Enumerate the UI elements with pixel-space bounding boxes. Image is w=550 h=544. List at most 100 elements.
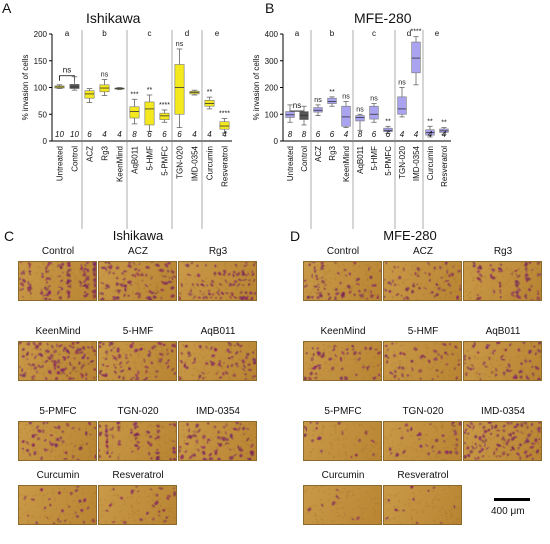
- category-label: Untreated: [286, 146, 295, 181]
- significance-label: ns: [314, 97, 322, 104]
- micrograph-label: 5-HMF: [407, 326, 439, 337]
- scale-bar-label: 400 μm: [491, 506, 525, 517]
- category-label: Rg3: [328, 145, 337, 160]
- box: [174, 64, 185, 115]
- box: [84, 90, 95, 99]
- panel-c-title: Ishikawa: [112, 228, 164, 243]
- category-label: ACZ: [314, 146, 323, 162]
- box: [327, 97, 337, 104]
- box: [219, 121, 230, 130]
- n-label: 6: [330, 130, 335, 139]
- micrograph-label: ACZ: [128, 246, 148, 257]
- micrograph-label: IMD-0354: [481, 406, 525, 417]
- significance-label: **: [147, 87, 153, 94]
- y-tick-label: 200: [34, 30, 48, 39]
- y-axis-label: % invasion of cells: [21, 55, 30, 121]
- y-tick-label: 100: [34, 84, 48, 93]
- micrograph-image: [383, 341, 462, 381]
- micrograph-label: Curcumin: [36, 470, 80, 481]
- micrograph-image: [303, 261, 382, 301]
- micrograph-image: [18, 261, 97, 301]
- micrograph-image: [463, 261, 542, 301]
- category-label: KeenMind: [116, 146, 125, 182]
- group-letter: d: [185, 29, 189, 38]
- box: [397, 96, 407, 115]
- n-label: 4: [222, 130, 227, 139]
- significance-label: ns: [370, 96, 378, 103]
- n-label: 6: [386, 130, 391, 139]
- group-letter: a: [65, 29, 70, 38]
- category-label: KeenMind: [342, 146, 351, 182]
- micrograph-label: KeenMind: [35, 326, 81, 337]
- group-letter: e: [215, 29, 220, 38]
- bracket-label: ns: [63, 66, 71, 75]
- panel-letter-c: C: [4, 228, 15, 244]
- n-label: 6: [372, 130, 377, 139]
- micrograph-label: IMD-0354: [196, 406, 240, 417]
- significance-label: **: [427, 118, 433, 125]
- box: [369, 105, 379, 120]
- panel-b-title: MFE-280: [354, 10, 412, 26]
- micrograph-image: [98, 485, 177, 525]
- group-letter: d: [407, 29, 411, 38]
- n-label: 4: [344, 130, 349, 139]
- n-label: 4: [207, 130, 212, 139]
- micrograph-image: [178, 341, 257, 381]
- box: [144, 101, 155, 126]
- significance-label: ****: [411, 29, 422, 36]
- box: [383, 127, 393, 132]
- box: [69, 83, 80, 89]
- category-label: IMD-0354: [191, 145, 200, 181]
- group-letter: c: [148, 29, 152, 38]
- micrograph-label: Resveratrol: [397, 470, 449, 481]
- box: [355, 115, 365, 122]
- y-axis-label: % invasion of cells: [252, 55, 261, 121]
- y-tick-label: 400: [265, 30, 279, 39]
- scale-bar: [494, 498, 530, 501]
- y-tick-label: 300: [265, 57, 279, 66]
- group-letter: b: [102, 29, 107, 38]
- micrograph-label: TGN-020: [402, 406, 444, 417]
- n-label: 6: [162, 130, 167, 139]
- category-label: AqB011: [131, 145, 140, 173]
- micrograph-image: [383, 485, 462, 525]
- micrograph-label: Rg3: [208, 246, 228, 257]
- micrograph-label: 5-PMFC: [39, 406, 77, 417]
- significance-label: ****: [159, 102, 170, 109]
- significance-label: **: [385, 118, 391, 125]
- significance-label: ns: [342, 93, 350, 100]
- significance-label: ns: [176, 41, 184, 48]
- micrograph-image: [303, 341, 382, 381]
- y-tick-label: 0: [274, 137, 279, 146]
- micrograph-image: [383, 261, 462, 301]
- chart-ishikawa: 0 50 100 150 200 % invasion of cells a b c d e ns 10…: [21, 29, 232, 229]
- n-label: 6: [177, 130, 182, 139]
- micrograph-label: Control: [326, 246, 360, 257]
- category-label: Curcumin: [206, 146, 215, 180]
- box: [129, 106, 140, 119]
- category-label: Untreated: [56, 146, 65, 181]
- n-label: 10: [55, 130, 64, 139]
- n-label: 4: [414, 130, 419, 139]
- panel-a-title: Ishikawa: [86, 10, 141, 26]
- micrograph-label: KeenMind: [320, 326, 366, 337]
- micrograph-label: Rg3: [493, 246, 513, 257]
- micrograph-label: TGN-020: [117, 406, 159, 417]
- n-label: 4: [192, 130, 197, 139]
- category-label: 5-PMFC: [161, 146, 170, 176]
- n-label: 4: [428, 130, 433, 139]
- category-label: Rg3: [101, 145, 110, 160]
- n-label: 8: [302, 130, 307, 139]
- micrograph-image: [98, 261, 177, 301]
- n-label: 6: [87, 130, 92, 139]
- category-label: Control: [71, 146, 80, 172]
- significance-label: ***: [130, 91, 138, 98]
- category-label: TGN-020: [398, 145, 407, 178]
- significance-label: ns: [398, 80, 406, 87]
- box: [159, 112, 170, 120]
- y-tick-label: 50: [38, 110, 47, 119]
- category-label: IMD-0354: [412, 145, 421, 181]
- micrograph-image: [18, 341, 97, 381]
- n-label: 4: [102, 130, 107, 139]
